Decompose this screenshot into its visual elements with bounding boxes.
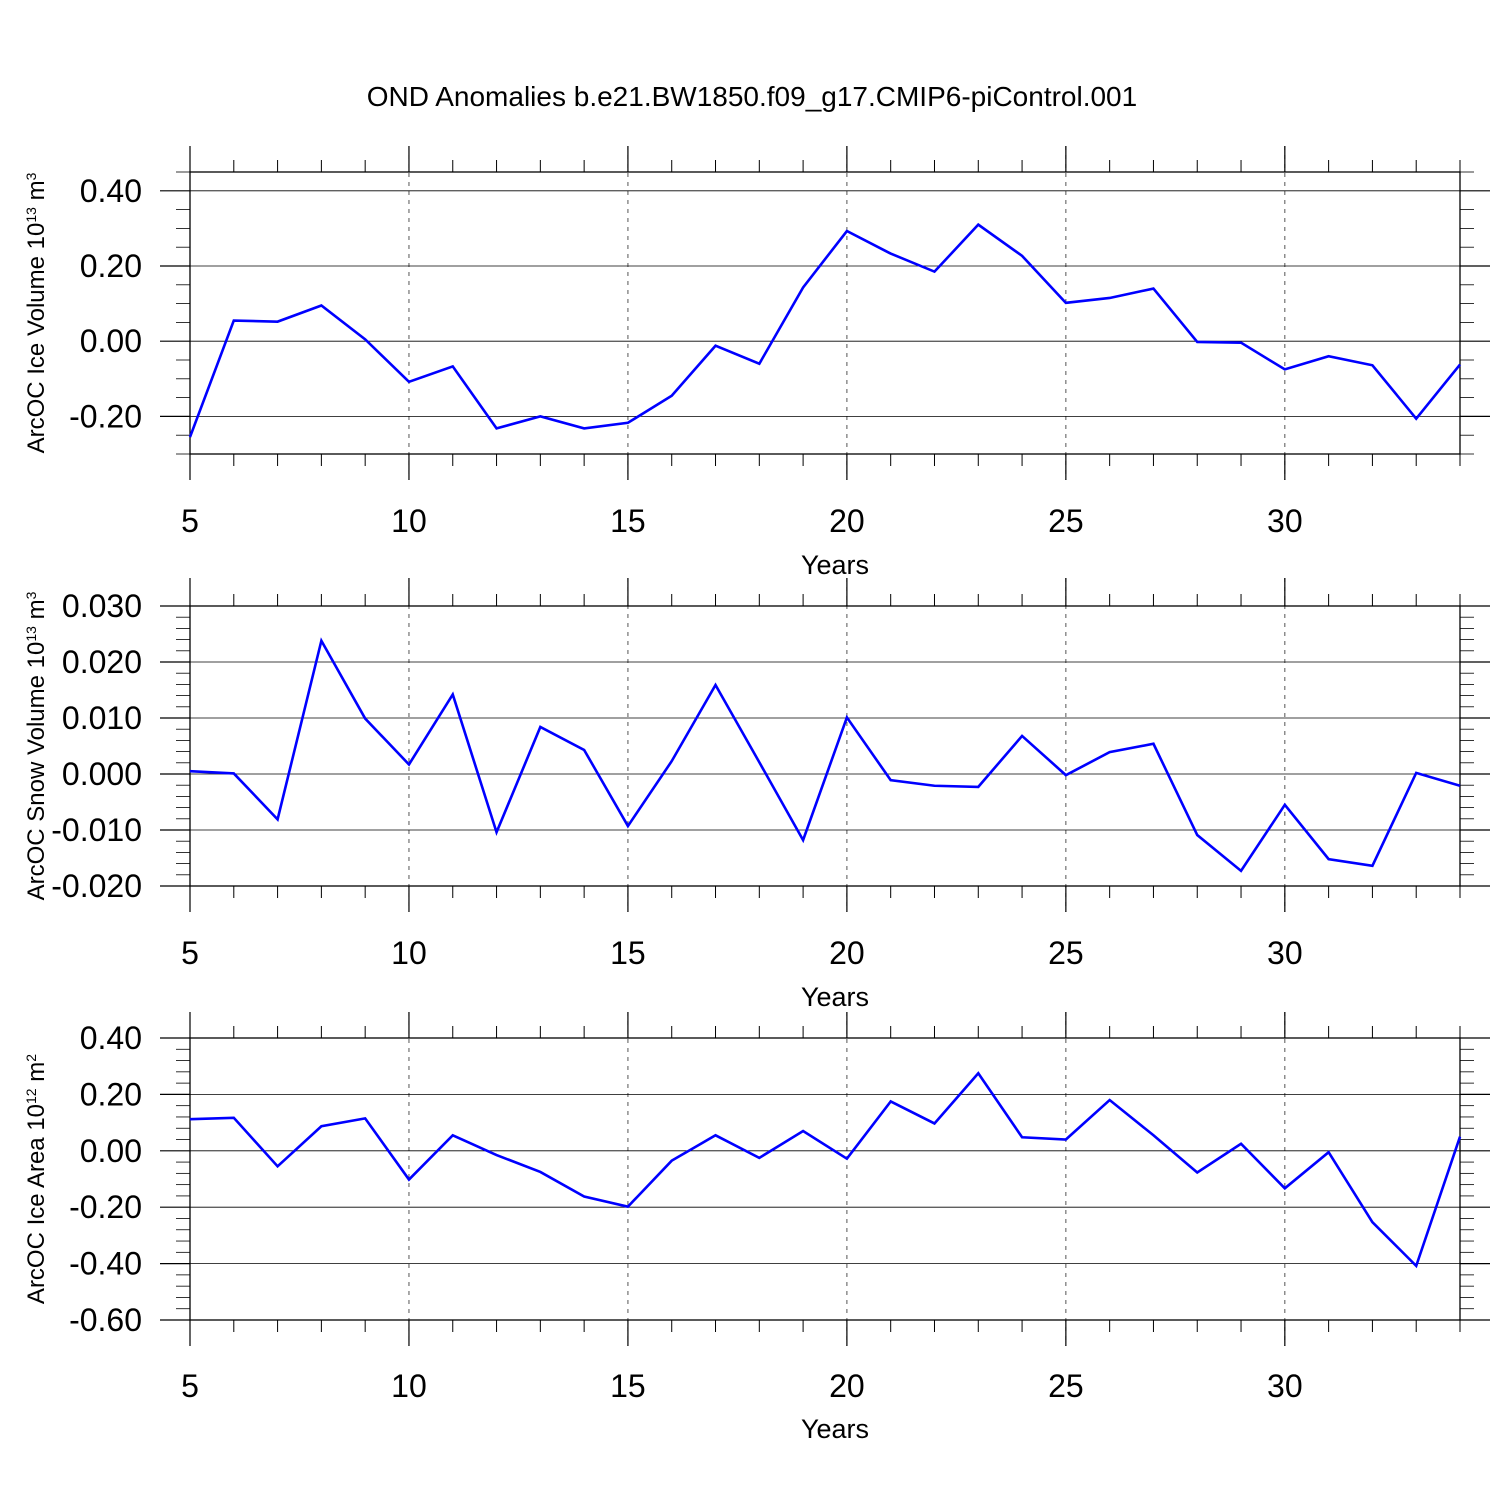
x-axis-title: Years — [801, 1414, 869, 1444]
x-tick-label: 5 — [181, 935, 199, 971]
series-line-arcoc-snow-volume — [189, 637, 1461, 873]
y-tick-label: -0.20 — [69, 398, 142, 434]
y-tick-label: 0.00 — [80, 323, 142, 359]
y-axis-title: ArcOC Ice Area 1012 m2 — [23, 1054, 50, 1304]
plot-frame — [189, 605, 1461, 887]
y-tick-label: 0.030 — [62, 588, 142, 624]
y-tick-label: -0.60 — [69, 1302, 142, 1338]
x-tick-label: 15 — [610, 1368, 646, 1404]
y-tick-label: 0.010 — [62, 700, 142, 736]
y-tick-label: 0.00 — [80, 1133, 142, 1169]
x-tick-label: 10 — [391, 935, 427, 971]
chart-panel-1: -0.20 0.00 0.20 0.40 5 10 15 20 25 30 Years ArcOC I… — [23, 146, 1490, 580]
y-tick-label: 0.20 — [80, 1076, 142, 1112]
x-axis-title: Years — [801, 550, 869, 580]
y-tick-label: -0.20 — [69, 1189, 142, 1225]
x-tick-label: 25 — [1048, 935, 1084, 971]
y-tick-label: 0.000 — [62, 756, 142, 792]
x-tick-label: 30 — [1267, 503, 1303, 539]
chart-title: OND Anomalies b.e21.BW1850.f09_g17.CMIP6… — [367, 81, 1137, 112]
x-tick-label: 5 — [181, 503, 199, 539]
x-tick-label: 25 — [1048, 503, 1084, 539]
y-tick-label: 0.020 — [62, 644, 142, 680]
x-axis-title: Years — [801, 982, 869, 1012]
x-tick-label: 20 — [829, 935, 865, 971]
chart-panel-3: -0.60 -0.40 -0.20 0.00 0.20 0.40 5 10 15 20 25 30 Ye… — [23, 1012, 1490, 1444]
x-tick-label: 5 — [181, 1368, 199, 1404]
plot-frame — [189, 1037, 1461, 1321]
y-tick-label: 0.40 — [80, 173, 142, 209]
plot-frame — [189, 171, 1461, 455]
y-tick-label: 0.40 — [80, 1020, 142, 1056]
y-axis-title: ArcOC Snow Volume 1013 m3 — [23, 591, 50, 900]
x-tick-label: 15 — [610, 503, 646, 539]
x-tick-label: 20 — [829, 1368, 865, 1404]
x-tick-label: 15 — [610, 935, 646, 971]
x-tick-label: 10 — [391, 503, 427, 539]
x-tick-label: 30 — [1267, 1368, 1303, 1404]
y-tick-label: -0.020 — [51, 868, 142, 904]
y-tick-label: 0.20 — [80, 248, 142, 284]
x-tick-label: 25 — [1048, 1368, 1084, 1404]
plot-panels: -0.20 0.00 0.20 0.40 5 10 15 20 25 30 Years ArcOC I… — [23, 146, 1490, 1444]
x-tick-label: 30 — [1267, 935, 1303, 971]
chart-panel-2: -0.020 -0.010 0.000 0.010 0.020 0.030 5 10 15 20 2… — [23, 578, 1490, 1012]
y-tick-label: -0.010 — [51, 812, 142, 848]
x-tick-label: 20 — [829, 503, 865, 539]
y-tick-label: -0.40 — [69, 1246, 142, 1282]
x-tick-label: 10 — [391, 1368, 427, 1404]
series-line-arcoc-ice-area — [189, 1071, 1462, 1269]
series-line-arcoc-ice-volume — [188, 222, 1462, 438]
y-axis-title: ArcOC Ice Volume 1013 m3 — [23, 172, 50, 453]
